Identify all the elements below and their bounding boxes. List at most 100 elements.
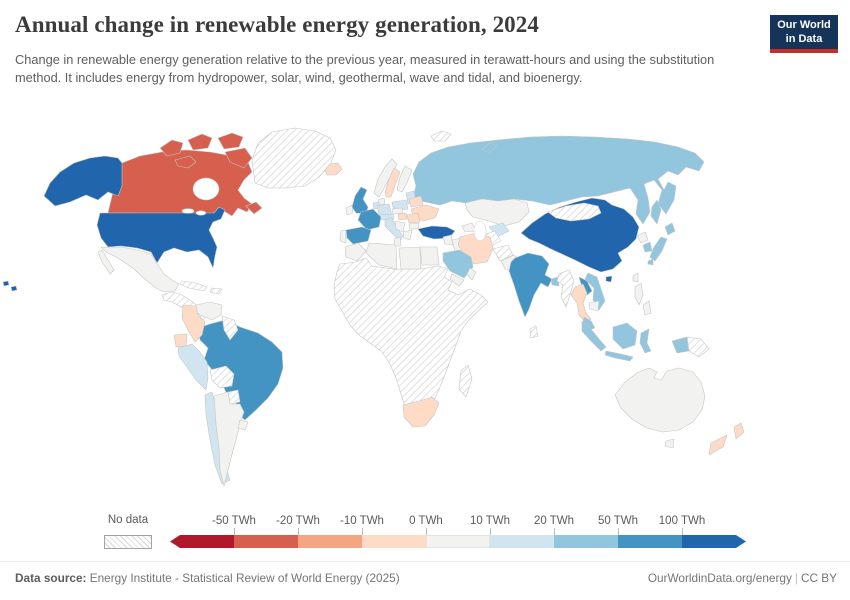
country-australia[interactable] — [614, 367, 706, 433]
legend-segment-p20-50[interactable] — [554, 535, 618, 548]
country-bulgaria[interactable] — [408, 222, 420, 230]
country-finland[interactable] — [396, 165, 413, 193]
country-bangladesh[interactable] — [550, 276, 560, 287]
country-oman[interactable] — [466, 267, 477, 281]
country-mexico[interactable] — [100, 246, 180, 293]
region-tasmania[interactable] — [664, 438, 675, 449]
country-japan[interactable] — [647, 222, 676, 266]
country-vietnam[interactable] — [584, 272, 606, 311]
country-yemen[interactable] — [449, 273, 465, 287]
country-canada[interactable] — [107, 149, 253, 217]
country-belarus[interactable] — [408, 195, 424, 208]
legend-segment-gt100[interactable] — [682, 535, 746, 548]
country-new-zealand[interactable] — [708, 422, 745, 456]
country-egypt[interactable] — [419, 246, 440, 266]
country-canada-arctic-islands[interactable] — [159, 132, 263, 215]
country-mongolia[interactable] — [547, 202, 602, 222]
country-china[interactable] — [520, 197, 640, 273]
country-uk[interactable] — [351, 186, 369, 215]
region-hainan[interactable] — [605, 275, 613, 283]
country-uruguay[interactable] — [237, 419, 249, 431]
country-cambodia[interactable] — [588, 300, 600, 312]
legend-tick-label: -50 TWh — [212, 515, 256, 527]
data-source-text: Energy Institute - Statistical Review of… — [86, 571, 400, 585]
country-colombia[interactable] — [181, 304, 206, 343]
legend-segment-p10-20[interactable] — [490, 535, 554, 548]
legend-segment-m10-0[interactable] — [362, 535, 426, 548]
legend-tick-mark — [554, 528, 555, 535]
country-czechia[interactable] — [391, 207, 404, 215]
legend-tick-mark — [490, 528, 491, 535]
country-india[interactable] — [508, 252, 553, 318]
region-svalbard[interactable] — [430, 130, 452, 142]
country-spain[interactable] — [345, 226, 372, 245]
country-italy[interactable] — [384, 217, 404, 242]
legend-color-bar: -50 TWh -20 TWh -10 TWh 0 TWh 10 TWh 20 TWh 50… — [170, 515, 746, 548]
country-cuba[interactable] — [179, 280, 208, 292]
country-france[interactable] — [357, 208, 382, 231]
country-argentina[interactable] — [213, 391, 245, 487]
chart-footer: Data source: Energy Institute - Statisti… — [0, 561, 850, 600]
legend-segment-lt-m50[interactable] — [170, 535, 234, 548]
legend-segment-p50-100[interactable] — [618, 535, 682, 548]
legend-tick-mark — [298, 528, 299, 535]
country-romania[interactable] — [406, 212, 421, 224]
country-png[interactable] — [686, 336, 710, 358]
country-ireland[interactable] — [345, 204, 354, 216]
country-bolivia[interactable] — [209, 365, 235, 389]
owid-logo[interactable]: Our World in Data — [770, 15, 838, 53]
owid-logo-line1: Our World — [777, 18, 831, 31]
country-indonesia[interactable] — [581, 320, 690, 362]
country-thailand[interactable] — [570, 283, 592, 324]
data-source-label: Data source: — [15, 571, 87, 585]
country-turkey[interactable] — [417, 225, 456, 240]
hudson-bay — [192, 177, 220, 201]
map-legend: No data -50 TWh -20 TWh -10 TWh 0 TWh 10 TWh… — [0, 505, 850, 555]
country-portugal[interactable] — [339, 229, 347, 244]
country-south-korea[interactable] — [642, 241, 653, 253]
country-poland[interactable] — [391, 199, 409, 212]
country-greece[interactable] — [402, 229, 413, 241]
great-lakes-east — [195, 210, 207, 216]
legend-tick-label: 50 TWh — [597, 515, 639, 527]
country-south-africa[interactable] — [402, 396, 440, 428]
region-baja[interactable] — [97, 249, 115, 275]
legend-tick-label: -20 TWh — [276, 515, 320, 527]
caspian-sea — [473, 220, 487, 242]
legend-segment-m50-m20[interactable] — [234, 535, 298, 548]
legend-tick-mark — [234, 528, 235, 535]
region-guyanas[interactable] — [221, 315, 239, 341]
country-peru[interactable] — [177, 343, 209, 391]
country-philippines[interactable] — [634, 282, 652, 316]
legend-tick-label: -10 TWh — [340, 515, 384, 527]
country-hungary[interactable] — [397, 212, 408, 221]
country-algeria[interactable] — [365, 242, 398, 270]
legend-segment-m20-m10[interactable] — [298, 535, 362, 548]
license-label: CC BY — [800, 571, 837, 585]
no-data-swatch[interactable] — [104, 535, 152, 549]
region-levant[interactable] — [442, 234, 454, 246]
country-kazakhstan[interactable] — [464, 198, 530, 227]
region-hispaniola[interactable] — [209, 287, 223, 295]
country-sweden[interactable] — [384, 167, 401, 198]
owid-link[interactable]: OurWorldinData.org/energy — [647, 571, 792, 585]
country-ecuador[interactable] — [173, 333, 188, 348]
country-iceland[interactable] — [324, 162, 343, 176]
country-madagascar[interactable] — [458, 364, 473, 398]
country-norway[interactable] — [373, 158, 398, 198]
country-libya[interactable] — [398, 246, 422, 270]
country-north-korea[interactable] — [636, 231, 649, 244]
country-usa[interactable] — [2, 155, 226, 292]
legend-segment-p0-10[interactable] — [426, 535, 490, 548]
country-myanmar[interactable] — [556, 269, 575, 308]
country-taiwan[interactable] — [632, 272, 639, 283]
country-greenland[interactable] — [251, 127, 337, 189]
country-russia-islands[interactable] — [482, 141, 662, 225]
country-tunisia[interactable] — [393, 236, 402, 247]
country-russia[interactable] — [412, 135, 705, 225]
country-sri-lanka[interactable] — [529, 325, 539, 339]
country-afghanistan[interactable] — [492, 244, 514, 262]
country-morocco[interactable] — [344, 242, 367, 262]
